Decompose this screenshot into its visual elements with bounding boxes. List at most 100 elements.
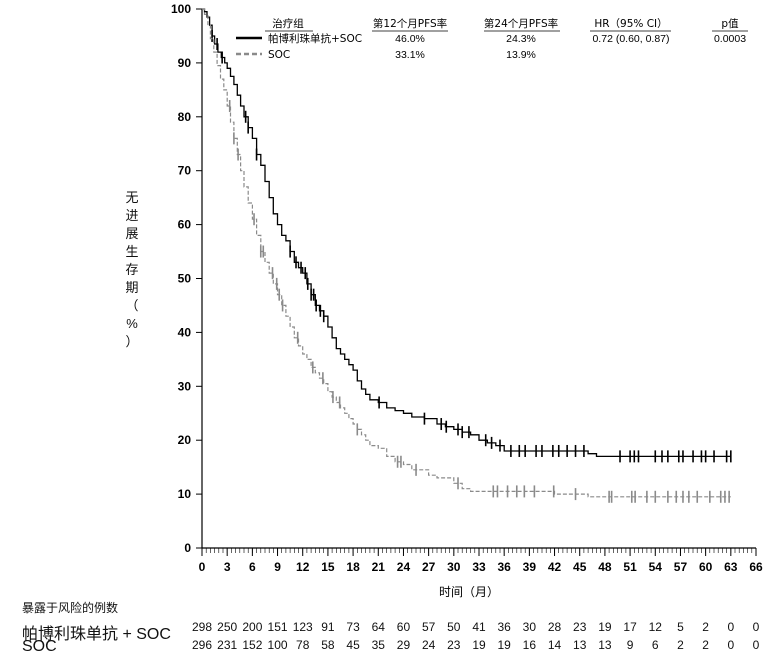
- x-tick-label: 57: [674, 560, 688, 574]
- legend-header: HR（95% CI）: [594, 18, 667, 30]
- y-tick-label: 60: [178, 218, 192, 232]
- x-tick-label: 63: [724, 560, 738, 574]
- y-tick-label: 100: [171, 2, 191, 16]
- risk-count: 6: [651, 638, 659, 652]
- risk-count: 58: [321, 638, 335, 652]
- risk-count: 17: [623, 620, 637, 634]
- risk-count: 30: [522, 620, 537, 634]
- risk-count: 5: [677, 620, 684, 634]
- x-tick-label: 48: [598, 560, 612, 574]
- x-tick-label: 21: [372, 560, 386, 574]
- risk-count: 2: [702, 638, 709, 652]
- risk-count: 123: [292, 620, 313, 634]
- x-tick-label: 66: [749, 560, 763, 574]
- legend-pfs24: 24.3%: [506, 33, 536, 45]
- series-line-pembro: [202, 8, 731, 458]
- x-tick-label: 36: [498, 560, 512, 574]
- risk-count: 13: [598, 638, 612, 652]
- risk-count: 100: [267, 638, 288, 652]
- y-tick-label: 70: [178, 164, 192, 178]
- risk-count: 296: [191, 638, 213, 652]
- x-axis-label: 时间（月）: [439, 585, 499, 599]
- risk-count: 2: [677, 638, 684, 652]
- risk-count: 19: [598, 620, 612, 634]
- legend-header: 第12个月PFS率: [373, 17, 447, 30]
- legend-label: SOC: [268, 49, 290, 61]
- risk-count: 50: [447, 620, 461, 634]
- legend-header: 第24个月PFS率: [484, 17, 558, 30]
- legend-p: 0.0003: [714, 33, 746, 45]
- risk-count: 60: [396, 620, 411, 634]
- risk-count: 151: [267, 620, 288, 634]
- risk-count: 64: [371, 620, 385, 634]
- legend-label: 帕博利珠单抗+SOC: [268, 32, 362, 45]
- risk-count: 19: [472, 638, 486, 652]
- risk-count: 57: [421, 620, 436, 634]
- risk-row-label: 帕博利珠单抗 + SOC: [22, 626, 171, 643]
- x-tick-label: 12: [296, 560, 310, 574]
- x-tick-label: 15: [321, 560, 335, 574]
- risk-count: 41: [472, 620, 486, 634]
- risk-count: 28: [547, 620, 562, 634]
- legend-header: 治疗组: [272, 17, 304, 30]
- risk-count: 0: [752, 638, 760, 652]
- x-tick-label: 30: [447, 560, 461, 574]
- y-axis-label-char: （: [125, 298, 139, 313]
- risk-count: 298: [191, 620, 213, 634]
- risk-count: 9: [626, 638, 634, 652]
- x-tick-label: 3: [224, 560, 231, 574]
- x-tick-label: 42: [548, 560, 562, 574]
- x-tick-label: 51: [623, 560, 637, 574]
- risk-count: 152: [242, 638, 263, 652]
- y-tick-label: 10: [178, 487, 192, 501]
- risk-table-title: 暴露于风险的例数: [22, 601, 119, 615]
- x-tick-label: 60: [699, 560, 713, 574]
- y-tick-label: 30: [178, 379, 192, 393]
- risk-count: 250: [217, 620, 238, 634]
- legend-pfs12: 46.0%: [395, 33, 425, 45]
- x-tick-label: 33: [472, 560, 486, 574]
- x-tick-label: 9: [274, 560, 281, 574]
- x-tick-label: 54: [649, 560, 663, 574]
- risk-count: 19: [497, 638, 511, 652]
- risk-count: 29: [396, 638, 411, 652]
- risk-count: 0: [727, 638, 735, 652]
- legend-pfs24: 13.9%: [506, 49, 536, 61]
- risk-count: 16: [522, 638, 537, 652]
- risk-row-label: SOC: [22, 638, 57, 655]
- y-axis-label-char: 期: [125, 280, 139, 295]
- y-tick-label: 80: [178, 110, 192, 124]
- y-axis-label-char: 存: [125, 262, 139, 277]
- y-axis-label-char: ）: [125, 334, 139, 349]
- risk-count: 91: [321, 620, 335, 634]
- series-line-soc: [202, 8, 731, 498]
- y-tick-label: 40: [178, 325, 192, 339]
- risk-count: 36: [497, 620, 511, 634]
- legend-header: p值: [721, 17, 739, 30]
- legend-hr: 0.72 (0.60, 0.87): [592, 33, 669, 45]
- risk-count: 78: [296, 638, 310, 652]
- x-tick-label: 0: [199, 560, 206, 574]
- risk-count: 231: [217, 638, 238, 652]
- y-axis-label-char: %: [126, 316, 138, 331]
- x-tick-label: 45: [573, 560, 587, 574]
- risk-count: 12: [648, 620, 662, 634]
- risk-count: 200: [242, 620, 263, 634]
- y-tick-label: 20: [178, 433, 192, 447]
- y-axis-label-char: 进: [125, 208, 139, 223]
- km-plot: 0 3 6 9 12 15 18 21 24 27 30 33 36 39 42 45 48 51 54 57 60 63…: [171, 2, 763, 599]
- risk-count: 0: [752, 620, 760, 634]
- risk-count: 23: [573, 620, 587, 634]
- x-tick-label: 24: [397, 560, 411, 574]
- risk-count: 23: [447, 638, 461, 652]
- risk-count: 13: [573, 638, 587, 652]
- y-axis-label-char: 生: [125, 244, 139, 259]
- risk-count: 73: [346, 620, 360, 634]
- y-tick-label: 50: [178, 272, 192, 286]
- y-axis-label-char: 无: [125, 190, 139, 205]
- y-tick-label: 90: [178, 56, 192, 70]
- risk-count: 45: [346, 638, 360, 652]
- x-tick-label: 18: [346, 560, 360, 574]
- legend-pfs12: 33.1%: [395, 49, 425, 61]
- risk-count: 2: [702, 620, 709, 634]
